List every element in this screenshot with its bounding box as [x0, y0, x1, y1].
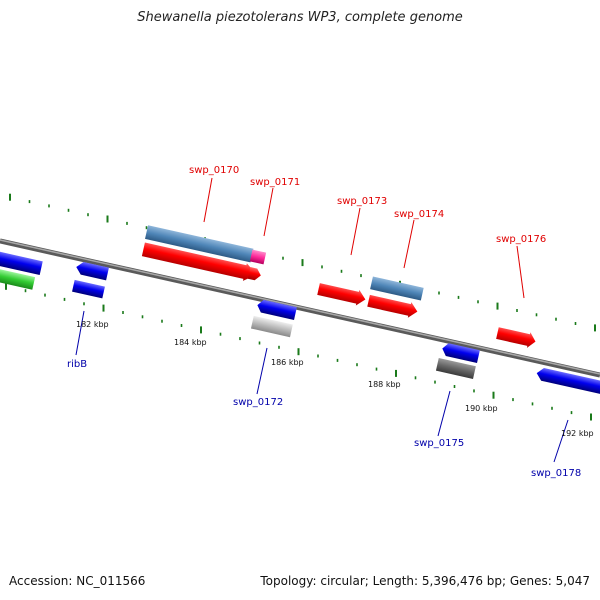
topology-label: Topology: circular; Length: 5,396,476 bp…: [260, 574, 590, 588]
gene-swp-0171[interactable]: [247, 267, 262, 281]
gene-ribB[interactable]: [72, 279, 105, 299]
kbp-labels: 182 kbp 184 kbp 186 kbp 188 kbp 190 kbp …: [76, 320, 594, 438]
gene-reverse-near-swp-0175[interactable]: [441, 342, 480, 363]
leader-swp-0170: [203, 177, 213, 223]
accession-label: Accession: NC_011566: [9, 574, 146, 588]
gene-swp-0170[interactable]: [141, 241, 258, 284]
leader-lines: [75, 177, 569, 463]
gene-swp-0175[interactable]: [435, 357, 476, 379]
gene-labels: swp_0170 swp_0171 swp_0173 swp_0174 swp_…: [67, 165, 581, 479]
gene-swp-0176[interactable]: [496, 325, 538, 349]
leader-swp-0171: [263, 187, 274, 237]
kbp-label-186: 186 kbp: [271, 358, 304, 367]
gene-label-ribB[interactable]: ribB: [67, 359, 87, 370]
map-title: Shewanella piezotolerans WP3, complete g…: [137, 10, 463, 25]
gene-label-swp-0178[interactable]: swp_0178: [531, 468, 581, 479]
tick-row-lower: [5, 282, 592, 421]
gene-swp-0174[interactable]: [367, 293, 419, 320]
gene-swp-0173[interactable]: [317, 281, 367, 307]
leader-swp-0178: [553, 419, 569, 463]
leader-swp-0176: [516, 245, 525, 299]
gene-label-swp-0172[interactable]: swp_0172: [233, 397, 283, 408]
leader-swp-0174: [403, 219, 415, 269]
gene-label-swp-0176[interactable]: swp_0176: [496, 234, 546, 245]
gene-swp-0170-feature[interactable]: [145, 225, 254, 263]
leader-ribB: [75, 310, 85, 356]
kbp-label-182: 182 kbp: [76, 320, 109, 329]
gene-reverse-near-swp-0172[interactable]: [256, 299, 297, 320]
gene-left-edge-green[interactable]: [0, 266, 36, 290]
gene-swp-0174-feature[interactable]: [370, 276, 424, 301]
gene-reverse-upper-ribB-area[interactable]: [75, 261, 109, 281]
kbp-label-188: 188 kbp: [368, 380, 401, 389]
gene-swp-0171-feature[interactable]: [249, 249, 267, 265]
gene-left-edge-blue[interactable]: [0, 249, 43, 276]
kbp-label-192: 192 kbp: [561, 429, 594, 438]
leader-swp-0173: [350, 207, 361, 256]
gene-swp-0172[interactable]: [250, 315, 293, 338]
kbp-label-190: 190 kbp: [465, 404, 498, 413]
gene-swp-0178[interactable]: [535, 367, 600, 396]
gene-label-swp-0170[interactable]: swp_0170: [189, 165, 239, 176]
gene-label-swp-0171[interactable]: swp_0171: [250, 177, 300, 188]
gene-label-swp-0173[interactable]: swp_0173: [337, 196, 387, 207]
backbone: [0, 238, 600, 378]
features: [0, 225, 600, 396]
gene-label-swp-0175[interactable]: swp_0175: [414, 438, 464, 449]
kbp-label-184: 184 kbp: [174, 338, 207, 347]
gene-label-swp-0174[interactable]: swp_0174: [394, 209, 444, 220]
leader-swp-0172: [256, 347, 268, 395]
leader-swp-0175: [437, 390, 451, 437]
